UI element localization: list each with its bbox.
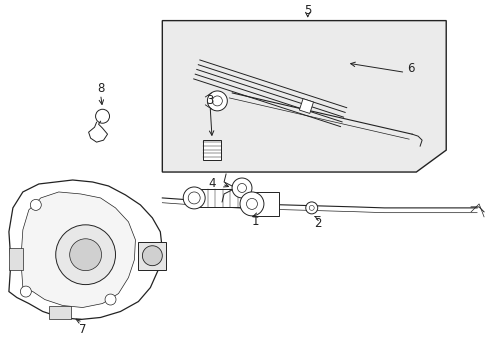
Bar xyxy=(49,306,71,319)
Circle shape xyxy=(69,239,102,271)
Circle shape xyxy=(20,286,31,297)
Circle shape xyxy=(142,246,162,266)
Circle shape xyxy=(207,91,227,111)
Text: 4: 4 xyxy=(208,177,216,190)
Circle shape xyxy=(232,178,251,198)
Text: 1: 1 xyxy=(251,215,258,228)
Text: 6: 6 xyxy=(407,62,414,75)
Bar xyxy=(198,189,242,207)
Circle shape xyxy=(105,294,116,305)
Polygon shape xyxy=(162,21,446,172)
Bar xyxy=(299,99,313,113)
Text: 7: 7 xyxy=(79,323,86,336)
Polygon shape xyxy=(9,180,162,319)
Text: 8: 8 xyxy=(97,82,104,95)
Bar xyxy=(9,248,23,270)
Circle shape xyxy=(240,192,264,216)
Circle shape xyxy=(30,199,41,210)
Text: 3: 3 xyxy=(206,94,213,107)
Circle shape xyxy=(305,202,317,214)
Bar xyxy=(138,242,166,270)
Text: 2: 2 xyxy=(313,217,321,230)
Text: 5: 5 xyxy=(304,4,311,17)
Circle shape xyxy=(56,225,115,285)
Circle shape xyxy=(183,187,205,209)
Polygon shape xyxy=(21,192,135,307)
Bar xyxy=(203,140,221,160)
Circle shape xyxy=(95,109,109,123)
Bar xyxy=(253,192,278,216)
